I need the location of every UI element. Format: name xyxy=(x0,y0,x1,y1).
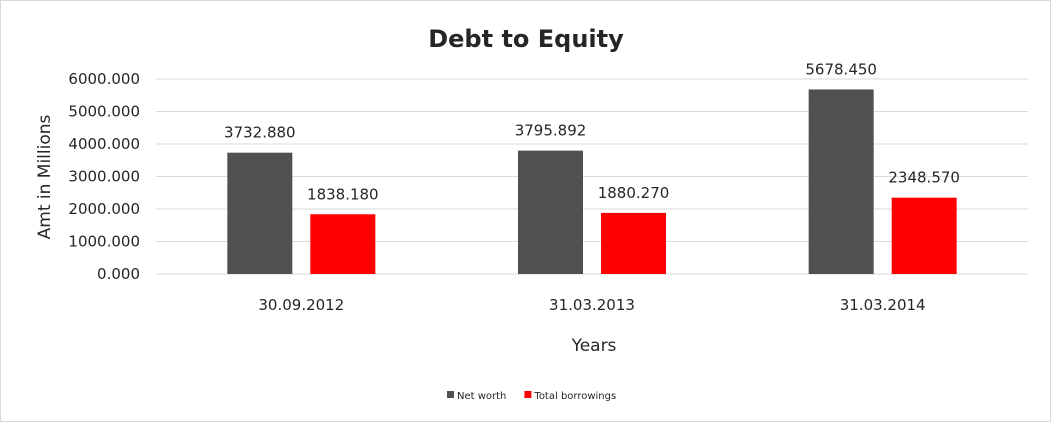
bar-net-worth xyxy=(808,89,874,274)
legend-swatch xyxy=(447,391,454,398)
legend: Net worth Total borrowings xyxy=(447,391,616,402)
x-category-label: 30.09.2012 xyxy=(258,296,344,314)
legend-label: Net worth xyxy=(457,391,506,402)
data-labels: 3732.880 1838.180 3795.892 1880.270 5678.450… xyxy=(224,60,960,203)
y-tick-label: 2000.000 xyxy=(68,200,140,218)
y-tick-label: 5000.000 xyxy=(68,103,140,121)
data-label: 1880.270 xyxy=(598,184,670,202)
y-axis-ticks: 0.000 1000.000 2000.000 3000.000 4000.000 500… xyxy=(68,70,140,283)
legend-item: Net worth xyxy=(447,391,506,402)
y-axis-title: Amt in Millions xyxy=(35,114,55,239)
data-label: 2348.570 xyxy=(888,169,960,187)
x-axis-categories: 30.09.2012 31.03.2013 31.03.2014 xyxy=(258,296,925,314)
y-tick-label: 1000.000 xyxy=(68,233,140,251)
y-tick-label: 0.000 xyxy=(97,265,140,283)
x-category-label: 31.03.2013 xyxy=(549,296,635,314)
data-label: 3732.880 xyxy=(224,124,296,142)
legend-item: Total borrowings xyxy=(524,391,616,402)
x-axis-title: Years xyxy=(571,336,617,356)
gridlines xyxy=(156,78,1028,275)
bar-total-borrowings xyxy=(310,214,376,274)
legend-swatch xyxy=(524,391,532,398)
data-label: 3795.892 xyxy=(515,122,587,140)
bar-total-borrowings xyxy=(891,197,957,274)
x-category-label: 31.03.2014 xyxy=(840,296,926,314)
data-label: 1838.180 xyxy=(307,185,379,203)
y-tick-label: 6000.000 xyxy=(68,70,140,88)
bars xyxy=(227,89,957,274)
y-tick-label: 4000.000 xyxy=(68,135,140,153)
bar-total-borrowings xyxy=(601,212,666,274)
y-tick-label: 3000.000 xyxy=(68,168,140,186)
data-label: 5678.450 xyxy=(805,60,877,78)
chart-title: Debt to Equity xyxy=(428,25,624,53)
legend-label: Total borrowings xyxy=(533,391,616,402)
bar-net-worth xyxy=(518,150,583,274)
bar-net-worth xyxy=(227,152,293,274)
